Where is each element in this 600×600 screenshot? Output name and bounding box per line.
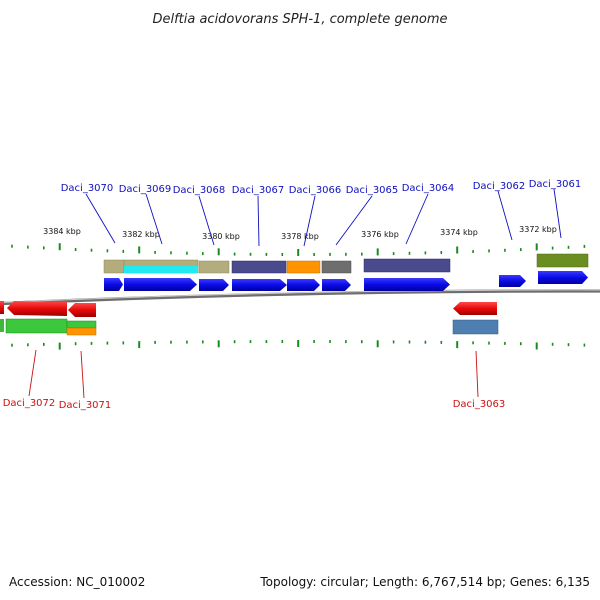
feature-box-3067	[231, 260, 287, 274]
tick-label-3384: 3384 kbp	[43, 227, 81, 236]
feature-box-3071	[66, 320, 97, 329]
cds-arrow-3064	[364, 278, 450, 291]
gene-label-daci-3065[interactable]: Daci_3065	[346, 185, 399, 196]
gene-label-daci-3061[interactable]: Daci_3061	[529, 179, 582, 190]
feature-box-3061	[536, 253, 589, 268]
feature-box-3071-orange	[66, 327, 97, 336]
gene-labels-bottom: Daci_3072 Daci_3071 Daci_3063	[3, 398, 506, 411]
cds-arrow-3061	[538, 271, 588, 284]
cds-arrow-3070	[104, 278, 123, 291]
gene-label-daci-3068[interactable]: Daci_3068	[173, 185, 226, 196]
scale-ticks-upper	[11, 243, 586, 256]
feature-box-3072	[5, 318, 68, 334]
tick-label-3380: 3380 kbp	[202, 232, 240, 241]
gene-label-daci-3071[interactable]: Daci_3071	[59, 400, 112, 411]
gene-label-daci-3064[interactable]: Daci_3064	[402, 183, 455, 194]
gene-label-daci-3063[interactable]: Daci_3063	[453, 399, 506, 410]
cds-arrow-3067	[232, 279, 287, 291]
genome-title: Delftia acidovorans SPH-1, complete geno…	[152, 12, 447, 27]
tick-label-3372: 3372 kbp	[519, 225, 557, 234]
feature-box-3063	[452, 319, 499, 335]
gene-label-daci-3066[interactable]: Daci_3066	[289, 185, 342, 196]
cds-forward	[104, 271, 588, 291]
cds-arrow-3062	[499, 275, 526, 287]
leader-lines-bottom	[28, 349, 479, 399]
features-top	[103, 253, 589, 274]
feature-box-3068	[198, 260, 230, 274]
feature-box-3069-cyan	[124, 266, 198, 273]
leader-lines-top	[85, 188, 562, 247]
gene-label-daci-3062[interactable]: Daci_3062	[473, 181, 526, 192]
gene-label-daci-3067[interactable]: Daci_3067	[232, 185, 285, 196]
cds-arrow-3068	[199, 279, 229, 291]
cds-arrow-3065	[322, 279, 351, 291]
topology-text: Topology: circular; Length: 6,767,514 bp…	[259, 575, 590, 589]
feature-box-3065	[321, 260, 352, 274]
cds-arrow-3071	[68, 303, 96, 317]
cds-arrow-3063	[453, 302, 497, 315]
cds-arrow-3066	[287, 279, 320, 291]
cds-reverse	[0, 301, 497, 317]
tick-label-3374: 3374 kbp	[440, 228, 478, 237]
gene-label-daci-3070[interactable]: Daci_3070	[61, 183, 114, 194]
features-bottom	[0, 318, 499, 336]
feature-box-left-edge	[0, 319, 4, 332]
feature-box-3066	[286, 260, 321, 274]
tick-label-3382: 3382 kbp	[122, 230, 160, 239]
feature-box-3070	[103, 259, 125, 274]
accession-text: Accession: NC_010002	[9, 575, 145, 589]
scale-labels: 3384 kbp 3382 kbp 3380 kbp 3378 kbp 3376…	[43, 225, 557, 241]
gene-label-daci-3072[interactable]: Daci_3072	[3, 398, 56, 409]
scale-ticks-lower	[11, 340, 586, 350]
cds-arrow-left-edge	[0, 301, 4, 314]
feature-box-3064	[363, 258, 451, 273]
gene-label-daci-3069[interactable]: Daci_3069	[119, 184, 172, 195]
tick-label-3376: 3376 kbp	[361, 230, 399, 239]
tick-label-3378: 3378 kbp	[281, 232, 319, 241]
cds-arrow-3069	[124, 278, 197, 291]
cds-arrow-3072	[7, 301, 67, 316]
genome-backbone	[0, 289, 600, 306]
gene-labels-top: Daci_3070 Daci_3069 Daci_3068 Daci_3067 …	[61, 179, 582, 196]
